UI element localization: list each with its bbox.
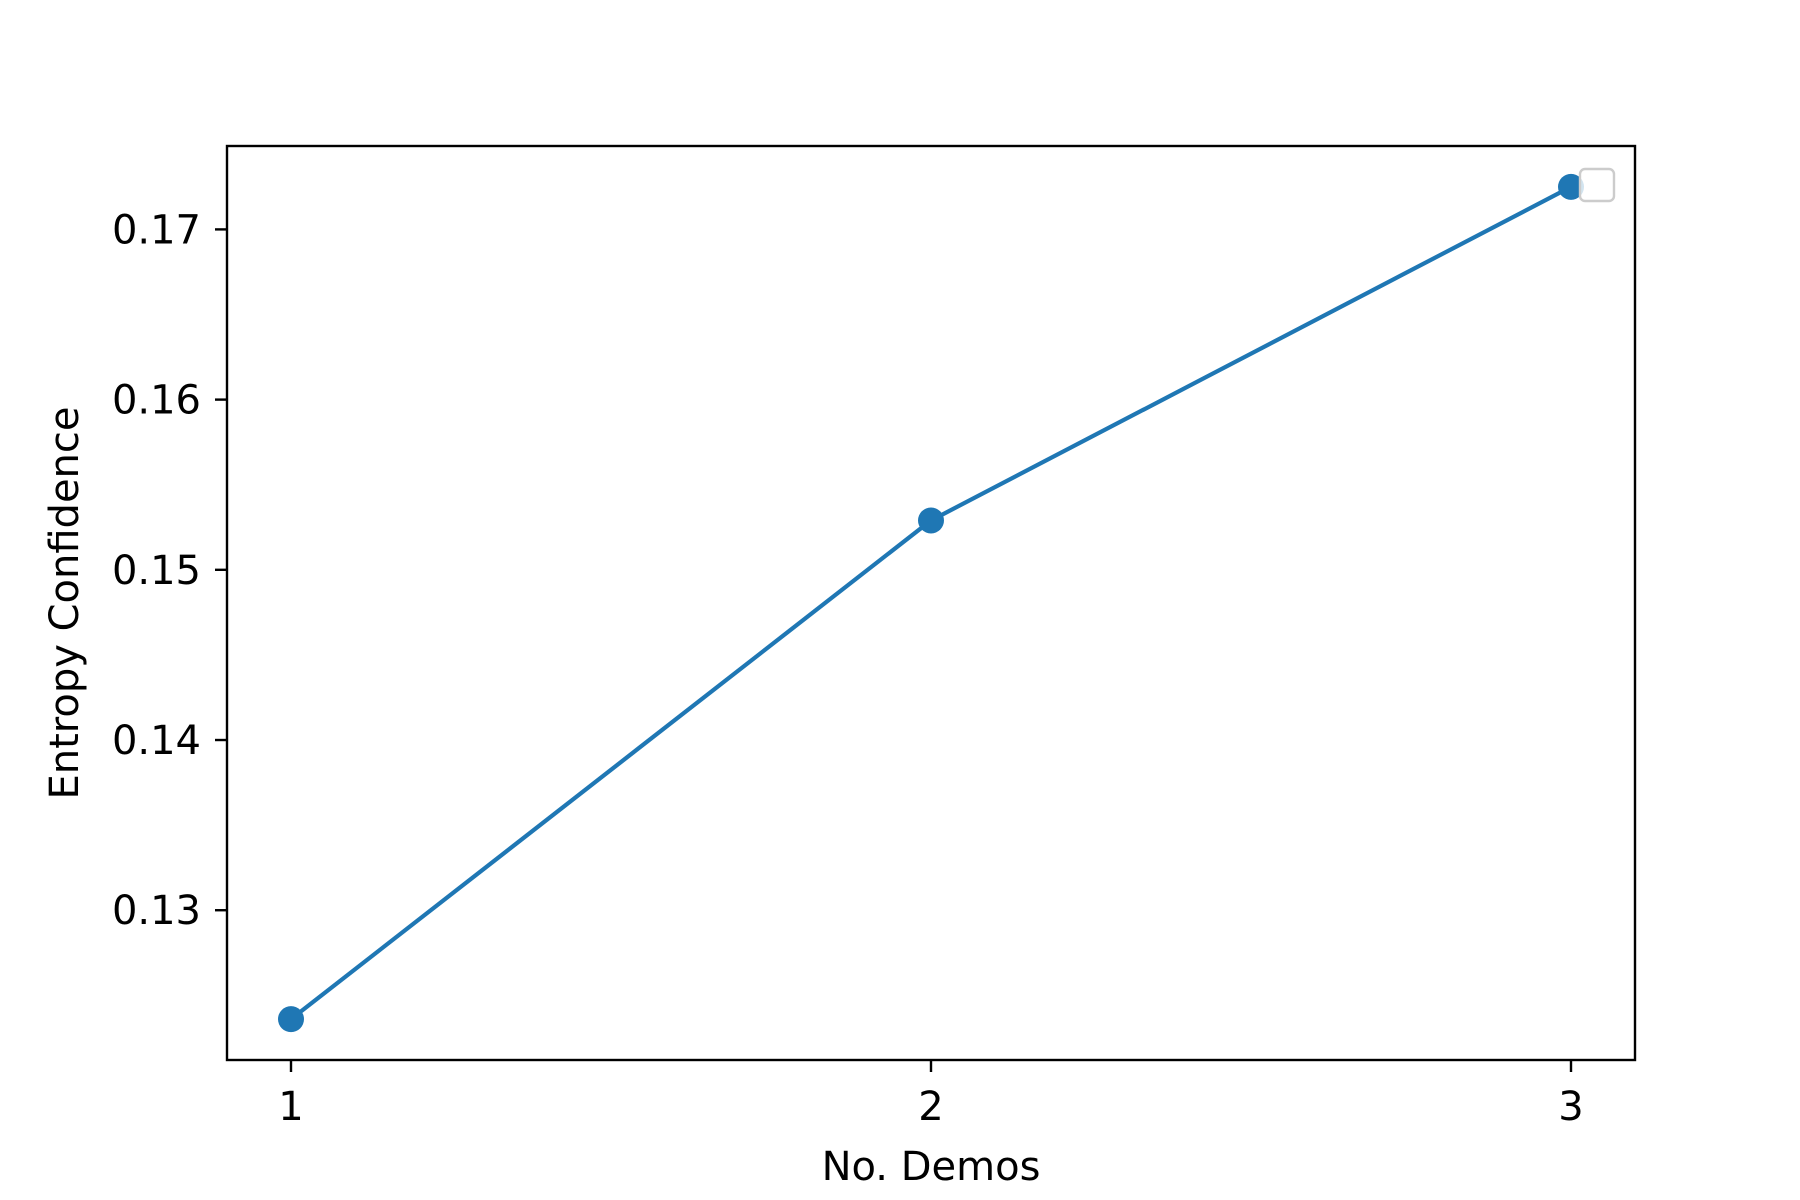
legend-box [1578,167,1616,203]
data-point [1558,173,1584,200]
y-tick-label: 0.13 [112,888,201,934]
y-axis-ticks: 0.13 0.14 0.15 0.16 0.17 [112,207,227,934]
y-tick-label: 0.16 [112,378,201,424]
x-axis-ticks: 1 2 3 [278,1060,1584,1130]
series-layer [278,173,1584,1033]
y-tick-label: 0.14 [112,718,201,764]
x-tick-label: 3 [1558,1084,1583,1130]
y-tick-label: 0.17 [112,207,201,253]
data-point [918,507,944,534]
y-axis-label: Entropy Confidence [42,406,88,799]
data-point [278,1006,304,1033]
y-tick-label: 0.15 [112,548,201,594]
x-tick-label: 1 [278,1084,303,1130]
x-tick-label: 2 [918,1084,943,1130]
plot-area-background [227,146,1635,1060]
x-axis-label: No. Demos [822,1144,1041,1190]
legend [1578,167,1616,203]
